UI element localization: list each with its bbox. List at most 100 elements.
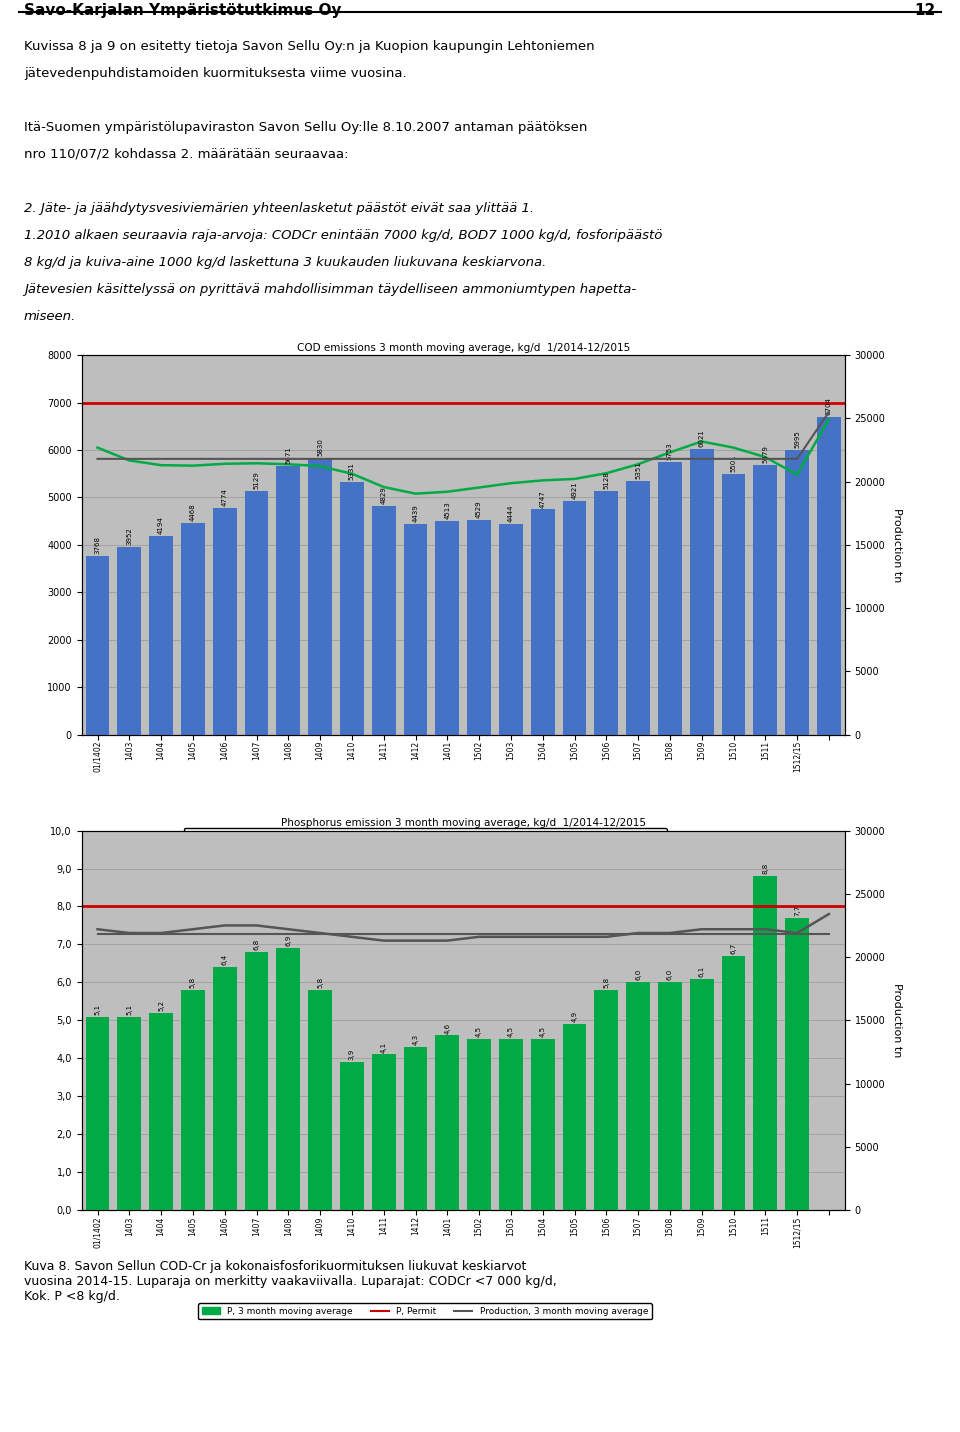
Bar bbox=[594, 990, 618, 1210]
Text: 5,8: 5,8 bbox=[603, 977, 610, 988]
Bar bbox=[531, 1040, 555, 1210]
Text: 5501: 5501 bbox=[731, 454, 736, 471]
Bar bbox=[85, 1017, 109, 1210]
Text: 6,8: 6,8 bbox=[253, 939, 259, 949]
Text: 5679: 5679 bbox=[762, 445, 768, 464]
Bar bbox=[181, 990, 204, 1210]
Text: 4194: 4194 bbox=[158, 516, 164, 534]
Text: nro 110/07/2 kohdassa 2. määrätään seuraavaa:: nro 110/07/2 kohdassa 2. määrätään seura… bbox=[24, 147, 348, 160]
Text: 12: 12 bbox=[915, 3, 936, 19]
Bar bbox=[658, 982, 682, 1210]
Text: 5,8: 5,8 bbox=[317, 977, 324, 988]
Text: 4468: 4468 bbox=[190, 503, 196, 521]
Legend: P, 3 month moving average, P, Permit, Production, 3 month moving average: P, 3 month moving average, P, Permit, Pr… bbox=[199, 1303, 652, 1319]
Bar bbox=[690, 978, 713, 1210]
Text: 4921: 4921 bbox=[571, 481, 578, 500]
Bar bbox=[754, 876, 778, 1210]
Text: miseen.: miseen. bbox=[24, 309, 76, 322]
Bar bbox=[658, 461, 682, 735]
Text: 5129: 5129 bbox=[253, 471, 259, 490]
Text: 1.2010 alkaen seuraavia raja-arvoja: CODCr enintään 7000 kg/d, BOD7 1000 kg/d, f: 1.2010 alkaen seuraavia raja-arvoja: COD… bbox=[24, 229, 662, 242]
Text: 6,7: 6,7 bbox=[731, 942, 736, 954]
Bar bbox=[213, 508, 236, 735]
Text: 4,5: 4,5 bbox=[540, 1027, 545, 1037]
Bar bbox=[117, 547, 141, 735]
Bar bbox=[276, 465, 300, 735]
Text: 8,8: 8,8 bbox=[762, 863, 768, 874]
Bar bbox=[149, 1012, 173, 1210]
Bar bbox=[594, 491, 618, 735]
Bar bbox=[372, 1054, 396, 1210]
Text: 4,9: 4,9 bbox=[571, 1011, 578, 1022]
Text: 4,1: 4,1 bbox=[381, 1041, 387, 1053]
Bar bbox=[117, 1017, 141, 1210]
Text: Savo-Karjalan Ympäristötutkimus Oy: Savo-Karjalan Ympäristötutkimus Oy bbox=[24, 3, 342, 19]
Y-axis label: Production tn: Production tn bbox=[892, 508, 902, 581]
Title: COD emissions 3 month moving average, kg/d  1/2014-12/2015: COD emissions 3 month moving average, kg… bbox=[297, 344, 630, 352]
Text: 6704: 6704 bbox=[826, 397, 832, 415]
Text: 5351: 5351 bbox=[636, 461, 641, 478]
Bar bbox=[626, 481, 650, 735]
Bar bbox=[276, 948, 300, 1210]
Bar bbox=[436, 521, 459, 735]
Bar bbox=[245, 952, 269, 1210]
Bar bbox=[563, 1024, 587, 1210]
Text: 4439: 4439 bbox=[413, 504, 419, 523]
Text: 5331: 5331 bbox=[348, 463, 355, 480]
Text: 6,4: 6,4 bbox=[222, 954, 228, 965]
Bar bbox=[690, 450, 713, 735]
Bar bbox=[468, 520, 491, 735]
Bar bbox=[85, 556, 109, 735]
Bar bbox=[245, 491, 269, 735]
Bar bbox=[213, 967, 236, 1210]
Bar bbox=[754, 465, 778, 735]
Bar bbox=[149, 536, 173, 735]
Text: 5671: 5671 bbox=[285, 445, 291, 464]
Text: 6,9: 6,9 bbox=[285, 935, 291, 947]
Bar bbox=[531, 510, 555, 735]
Bar bbox=[785, 450, 809, 735]
Text: 5,8: 5,8 bbox=[190, 977, 196, 988]
Text: 4513: 4513 bbox=[444, 501, 450, 518]
Bar bbox=[372, 505, 396, 735]
Text: 8 kg/d ja kuiva-aine 1000 kg/d laskettuna 3 kuukauden liukuvana keskiarvona.: 8 kg/d ja kuiva-aine 1000 kg/d laskettun… bbox=[24, 255, 546, 269]
Text: 4747: 4747 bbox=[540, 490, 545, 507]
Text: 4,5: 4,5 bbox=[476, 1027, 482, 1037]
Bar bbox=[817, 417, 841, 735]
Text: 5995: 5995 bbox=[794, 431, 800, 448]
Text: 5128: 5128 bbox=[603, 471, 610, 490]
Text: 5,1: 5,1 bbox=[127, 1004, 132, 1015]
Text: 5753: 5753 bbox=[667, 442, 673, 460]
Text: 6,0: 6,0 bbox=[636, 969, 641, 981]
Bar bbox=[403, 1047, 427, 1210]
Text: 7,7: 7,7 bbox=[794, 905, 800, 916]
Text: 2. Jäte- ja jäähdytysvesiviemärien yhteenlasketut päästöt eivät saa ylittää 1.: 2. Jäte- ja jäähdytysvesiviemärien yhtee… bbox=[24, 202, 534, 215]
Bar bbox=[308, 458, 332, 735]
Bar bbox=[340, 481, 364, 735]
Bar bbox=[722, 955, 745, 1210]
Title: Phosphorus emission 3 month moving average, kg/d  1/2014-12/2015: Phosphorus emission 3 month moving avera… bbox=[280, 819, 646, 828]
Text: Kuvissa 8 ja 9 on esitetty tietoja Savon Sellu Oy:n ja Kuopion kaupungin Lehtoni: Kuvissa 8 ja 9 on esitetty tietoja Savon… bbox=[24, 40, 594, 53]
Text: 3952: 3952 bbox=[127, 527, 132, 546]
Text: Itä-Suomen ympäristölupaviraston Savon Sellu Oy:lle 8.10.2007 antaman päätöksen: Itä-Suomen ympäristölupaviraston Savon S… bbox=[24, 120, 588, 133]
Bar bbox=[626, 982, 650, 1210]
Bar bbox=[499, 1040, 523, 1210]
Text: 4,5: 4,5 bbox=[508, 1027, 514, 1037]
Legend: COD, 3 month moving average, COD, Permit, Production, 3 month moving average: COD, 3 month moving average, COD, Permit… bbox=[183, 828, 666, 843]
Text: 4,3: 4,3 bbox=[413, 1034, 419, 1045]
Bar bbox=[722, 474, 745, 735]
Bar bbox=[785, 918, 809, 1210]
Text: Jätevesien käsittelyssä on pyrittävä mahdollisimman täydelliseen ammoniumtypen h: Jätevesien käsittelyssä on pyrittävä mah… bbox=[24, 282, 636, 295]
Bar bbox=[468, 1040, 491, 1210]
Bar bbox=[499, 524, 523, 735]
Text: 3768: 3768 bbox=[94, 536, 101, 554]
Bar bbox=[340, 1063, 364, 1210]
Bar bbox=[308, 990, 332, 1210]
Bar bbox=[403, 524, 427, 735]
Text: 4529: 4529 bbox=[476, 500, 482, 518]
Text: Kuva 8. Savon Sellun COD-Cr ja kokonaisfosforikuormituksen liukuvat keskiarvot
v: Kuva 8. Savon Sellun COD-Cr ja kokonaisf… bbox=[24, 1260, 557, 1303]
Text: 5,1: 5,1 bbox=[94, 1004, 101, 1015]
Text: 5,2: 5,2 bbox=[158, 1000, 164, 1011]
Bar bbox=[436, 1035, 459, 1210]
Text: 4829: 4829 bbox=[381, 485, 387, 504]
